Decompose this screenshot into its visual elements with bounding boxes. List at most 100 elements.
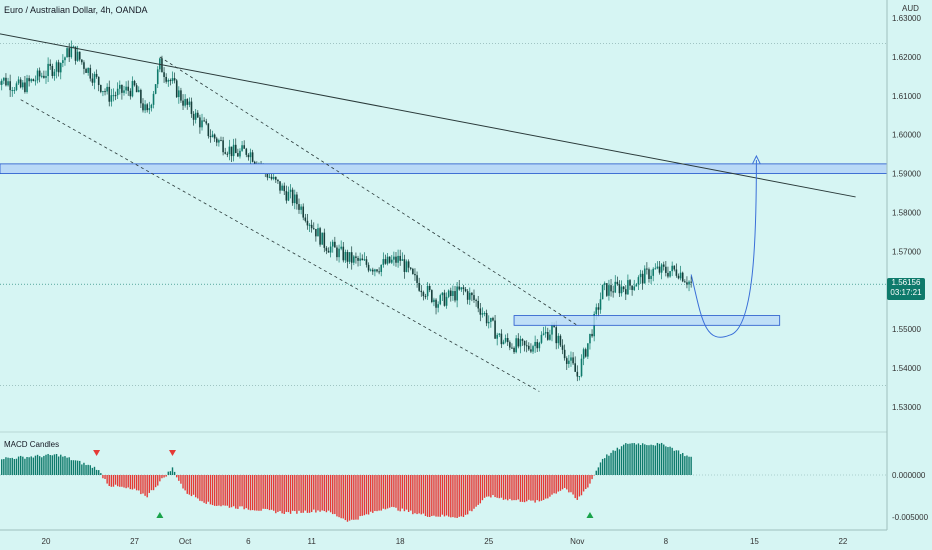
candle-body	[59, 63, 62, 73]
macd-bar	[154, 475, 157, 488]
macd-bar	[555, 475, 557, 494]
candle-body	[268, 176, 271, 178]
candle-body	[83, 62, 85, 69]
candle-body	[146, 104, 148, 111]
candle-body	[350, 252, 353, 263]
support-box	[513, 315, 781, 326]
candle-body	[190, 101, 193, 114]
buy-signal-icon	[156, 512, 164, 518]
macd-bar	[547, 475, 549, 499]
macd-bar	[622, 444, 625, 475]
candle-body	[490, 317, 492, 322]
macd-bar	[439, 475, 441, 517]
price-tick-label: 1.60000	[892, 131, 921, 140]
candle-body	[648, 269, 650, 279]
candle-body	[100, 85, 102, 92]
candle-body	[304, 217, 307, 221]
price-tick-label: 1.55000	[892, 325, 921, 334]
bar-countdown: 03:17:21	[890, 288, 922, 298]
candle-body	[57, 62, 60, 73]
candle-body	[131, 81, 134, 97]
candle-body	[243, 145, 245, 149]
candle-body	[140, 89, 142, 104]
macd-bar	[319, 475, 321, 512]
macd-bar	[490, 475, 492, 498]
candle-body	[380, 264, 383, 272]
candle-body	[175, 80, 178, 98]
candle-body	[665, 266, 667, 273]
macd-bar	[76, 460, 79, 475]
macd-bar	[74, 460, 77, 475]
candle-body	[673, 265, 676, 270]
macd-bar	[627, 443, 629, 475]
macd-bar	[540, 475, 543, 501]
candle-body	[627, 280, 629, 295]
macd-bar	[382, 475, 385, 509]
candle-body	[614, 281, 617, 293]
candle-body	[22, 82, 24, 88]
macd-bar	[513, 475, 515, 501]
macd-bar	[553, 475, 555, 494]
macd-bar	[372, 475, 374, 513]
candle-body	[382, 259, 385, 265]
macd-bar	[675, 450, 678, 475]
candle-body	[686, 282, 688, 285]
candle-body	[49, 63, 52, 67]
macd-bar	[593, 475, 595, 476]
candle-body	[272, 177, 275, 179]
candle-body	[572, 357, 574, 364]
candle-body	[608, 285, 610, 296]
candle-body	[414, 273, 416, 276]
candle-body	[279, 181, 281, 191]
macd-bar	[294, 475, 296, 512]
macd-bar	[443, 475, 446, 517]
macd-bar	[95, 469, 98, 475]
candle-body	[251, 152, 254, 162]
macd-bar	[106, 475, 108, 484]
macd-bar	[401, 475, 404, 509]
candle-body	[47, 63, 49, 77]
candle-body	[473, 295, 475, 300]
candle-body	[70, 46, 73, 58]
macd-bar	[604, 458, 606, 475]
macd-bar	[98, 470, 100, 475]
macd-bar	[138, 475, 140, 491]
macd-bar	[422, 475, 425, 514]
macd-bar	[429, 475, 431, 517]
buy-signal-icon	[586, 512, 594, 518]
candle-body	[445, 296, 448, 306]
macd-pane[interactable]	[0, 442, 887, 522]
macd-bar	[43, 455, 45, 475]
candle-body	[283, 185, 286, 192]
candle-body	[116, 88, 119, 96]
macd-bar	[523, 475, 526, 503]
candle-body	[302, 206, 305, 218]
candle-body	[675, 269, 678, 276]
macd-bar	[620, 446, 623, 475]
candle-body	[308, 224, 311, 226]
candle-body	[456, 286, 458, 301]
candle-body	[135, 85, 138, 93]
candle-body	[528, 345, 530, 350]
macd-bar	[205, 475, 207, 504]
macd-bar	[526, 475, 528, 502]
candle-body	[559, 335, 562, 346]
candle-body	[639, 273, 642, 278]
candle-body	[182, 100, 184, 106]
macd-bar	[578, 475, 581, 497]
macd-bar	[344, 475, 347, 521]
macd-bar	[658, 443, 661, 475]
candle-body	[538, 342, 541, 349]
macd-bar	[81, 464, 83, 475]
macd-bar	[125, 475, 127, 489]
candle-body	[412, 268, 414, 274]
price-tick-label: 1.61000	[892, 92, 921, 101]
candle-body	[660, 264, 663, 273]
macd-bar	[557, 475, 560, 492]
candle-body	[89, 67, 92, 79]
macd-bar	[249, 475, 252, 511]
price-pane[interactable]	[0, 26, 888, 392]
macd-bar	[70, 460, 72, 475]
